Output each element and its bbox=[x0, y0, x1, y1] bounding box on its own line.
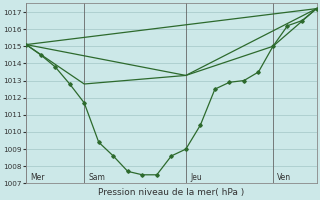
Text: Ven: Ven bbox=[277, 173, 292, 182]
Text: Mer: Mer bbox=[30, 173, 45, 182]
Text: Jeu: Jeu bbox=[190, 173, 202, 182]
Text: Sam: Sam bbox=[89, 173, 106, 182]
X-axis label: Pression niveau de la mer( hPa ): Pression niveau de la mer( hPa ) bbox=[98, 188, 244, 197]
